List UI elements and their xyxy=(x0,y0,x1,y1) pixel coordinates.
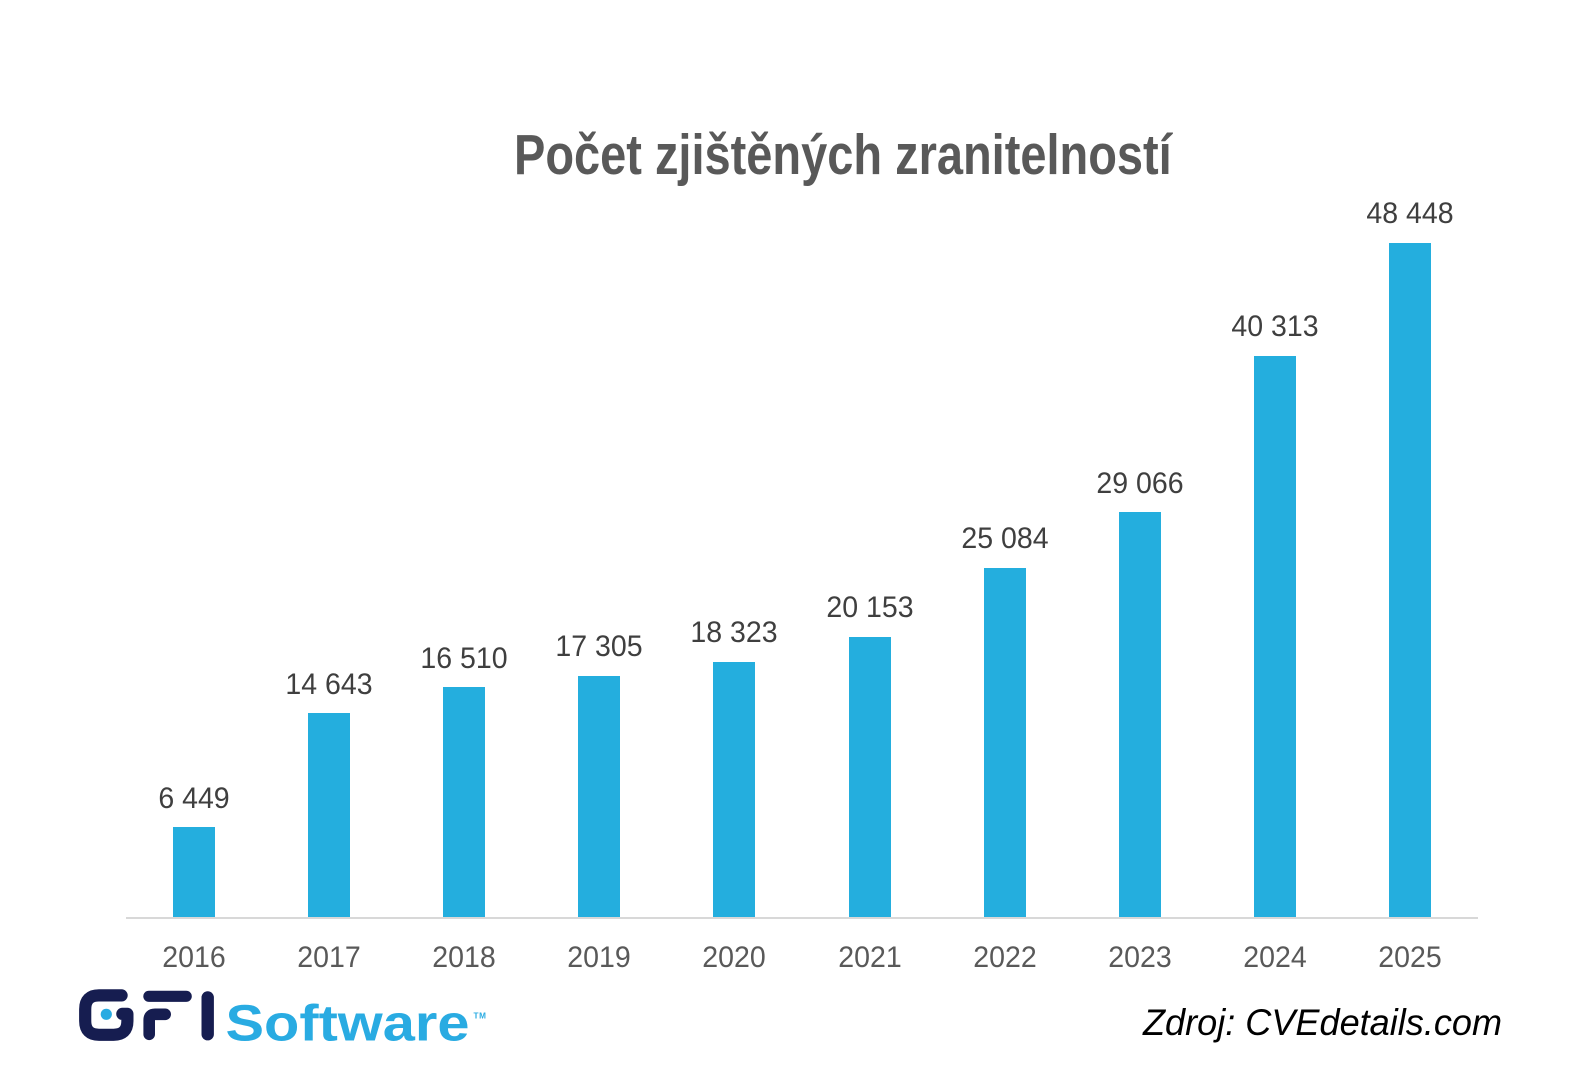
svg-text:TM: TM xyxy=(474,1012,487,1021)
svg-text:Software: Software xyxy=(226,994,470,1051)
